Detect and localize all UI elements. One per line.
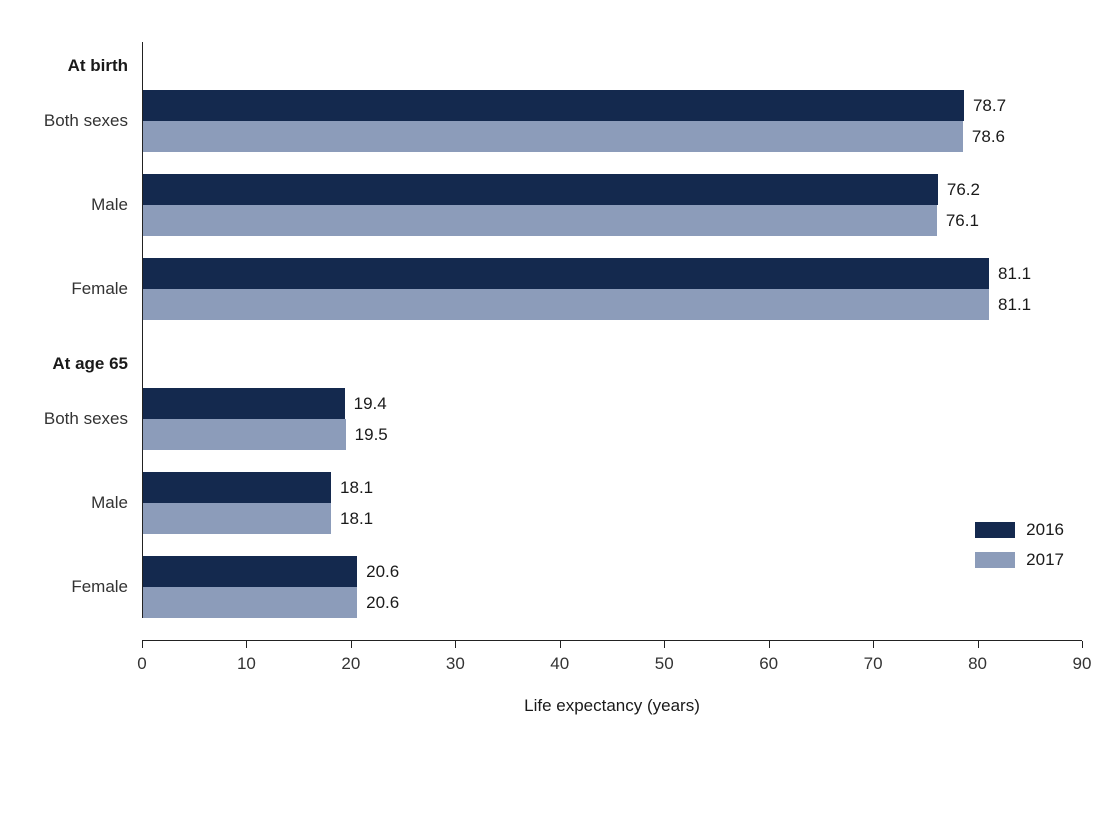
legend-entry-2017: 2017 [975,550,1064,570]
x-axis-tick-label: 70 [863,654,883,673]
category-row: Female 81.1 81.1 [22,258,1082,320]
x-axis-tick [768,641,770,648]
group-label: At birth [67,56,128,75]
category-row: Both sexes 19.4 19.5 [22,388,1082,450]
bar-value-label: 19.4 [353,393,387,413]
bar-value-label: 78.7 [972,95,1007,115]
bar-2016 [142,174,938,205]
x-axis-tick-label: 20 [341,654,361,673]
legend: 2016 2017 [975,520,1064,570]
category-row: Female 20.6 20.6 [22,556,1082,618]
bar-2017 [142,419,346,450]
bar-value-label: 76.1 [945,210,979,230]
bar-value-label: 20.6 [366,592,400,612]
x-axis-tick [559,641,561,648]
bar-line: 78.6 [142,121,1082,152]
bar-line: 19.5 [142,419,1082,450]
bar-stack: 76.2 76.1 [142,174,1082,236]
category-label: Both sexes [43,111,128,130]
category-row: Male 76.2 76.1 [22,174,1082,236]
category-label: Both sexes [43,409,128,428]
category-row: Male 18.1 18.1 [22,472,1082,534]
category-label: Male [91,493,128,512]
bar-2016 [142,258,990,289]
legend-label: 2017 [1026,550,1064,569]
legend-entry-2016: 2016 [975,520,1064,540]
bar-value-label: 18.1 [340,508,374,528]
bar-value-label: 76.2 [946,179,980,199]
legend-label: 2016 [1026,520,1064,539]
bar-line: 18.1 [142,472,1082,503]
x-axis: 0 10 20 30 40 50 60 70 80 90 [137,640,1091,684]
bar-line: 20.6 [142,587,1082,618]
category-row: Both sexes 78.7 78.6 [22,90,1082,152]
x-axis-tick [1082,641,1083,648]
x-axis-tick [350,641,352,648]
group-label: At age 65 [52,354,128,373]
bar-line: 20.6 [142,556,1082,587]
bar-stack: 81.1 81.1 [142,258,1082,320]
category-label: Male [91,195,128,214]
bar-stack: 78.7 78.6 [142,90,1082,152]
group-header: At birth [22,50,1082,82]
bar-value-label: 78.6 [971,126,1006,146]
bar-line: 81.1 [142,289,1082,320]
bar-2016 [142,90,964,121]
bar-2017 [142,121,963,152]
x-axis-tick [977,641,979,648]
bar-line: 78.7 [142,90,1082,121]
bar-group: At birth Both sexes 78.7 78.6 Male 76.2 76.1 Fe… [22,50,1082,320]
plot-rows: At birth Both sexes 78.7 78.6 Male 76.2 76.1 Fe… [22,42,1082,618]
x-axis-tick-label: 90 [1072,654,1092,673]
chart-area: At birth Both sexes 78.7 78.6 Male 76.2 76.1 Fe… [22,42,1091,716]
x-axis-tick-label: 10 [236,654,256,673]
bar-2016 [142,388,345,419]
x-axis-tick-label: 80 [968,654,988,673]
bar-2017 [142,587,358,618]
x-axis-tick-label: 40 [550,654,570,673]
bar-value-label: 81.1 [998,294,1032,314]
x-axis-tick-label: 50 [654,654,674,673]
legend-swatch-2016 [975,522,1016,538]
bar-value-label: 18.1 [340,477,374,497]
category-label: Female [71,279,128,298]
bar-stack: 19.4 19.5 [142,388,1082,450]
bar-2016 [142,556,358,587]
x-axis-tick [664,641,666,648]
bar-line: 76.2 [142,174,1082,205]
x-axis-tick [246,641,248,648]
bar-line: 81.1 [142,258,1082,289]
bar-2017 [142,289,990,320]
bar-line: 18.1 [142,503,1082,534]
category-label: Female [71,577,128,596]
bar-2017 [142,503,332,534]
x-axis-tick-label: 60 [759,654,779,673]
x-axis-tick [455,641,457,648]
x-axis-tick [142,641,143,648]
group-header: At age 65 [22,348,1082,380]
bar-value-label: 19.5 [354,424,388,444]
bar-group: At age 65 Both sexes 19.4 19.5 Male 18.1 18.1 F… [22,348,1082,618]
bar-line: 76.1 [142,205,1082,236]
bar-value-label: 81.1 [998,263,1032,283]
bar-line: 19.4 [142,388,1082,419]
bar-value-label: 20.6 [366,561,400,581]
x-axis-tick-label: 30 [445,654,465,673]
x-axis-title: Life expectancy (years) [524,696,700,715]
legend-swatch-2017 [975,552,1016,568]
x-axis-tick-label: 0 [137,654,147,673]
bar-stack: 18.1 18.1 [142,472,1082,534]
bar-2017 [142,205,937,236]
bar-2016 [142,472,332,503]
x-axis-tick [873,641,875,648]
bar-stack: 20.6 20.6 [142,556,1082,618]
